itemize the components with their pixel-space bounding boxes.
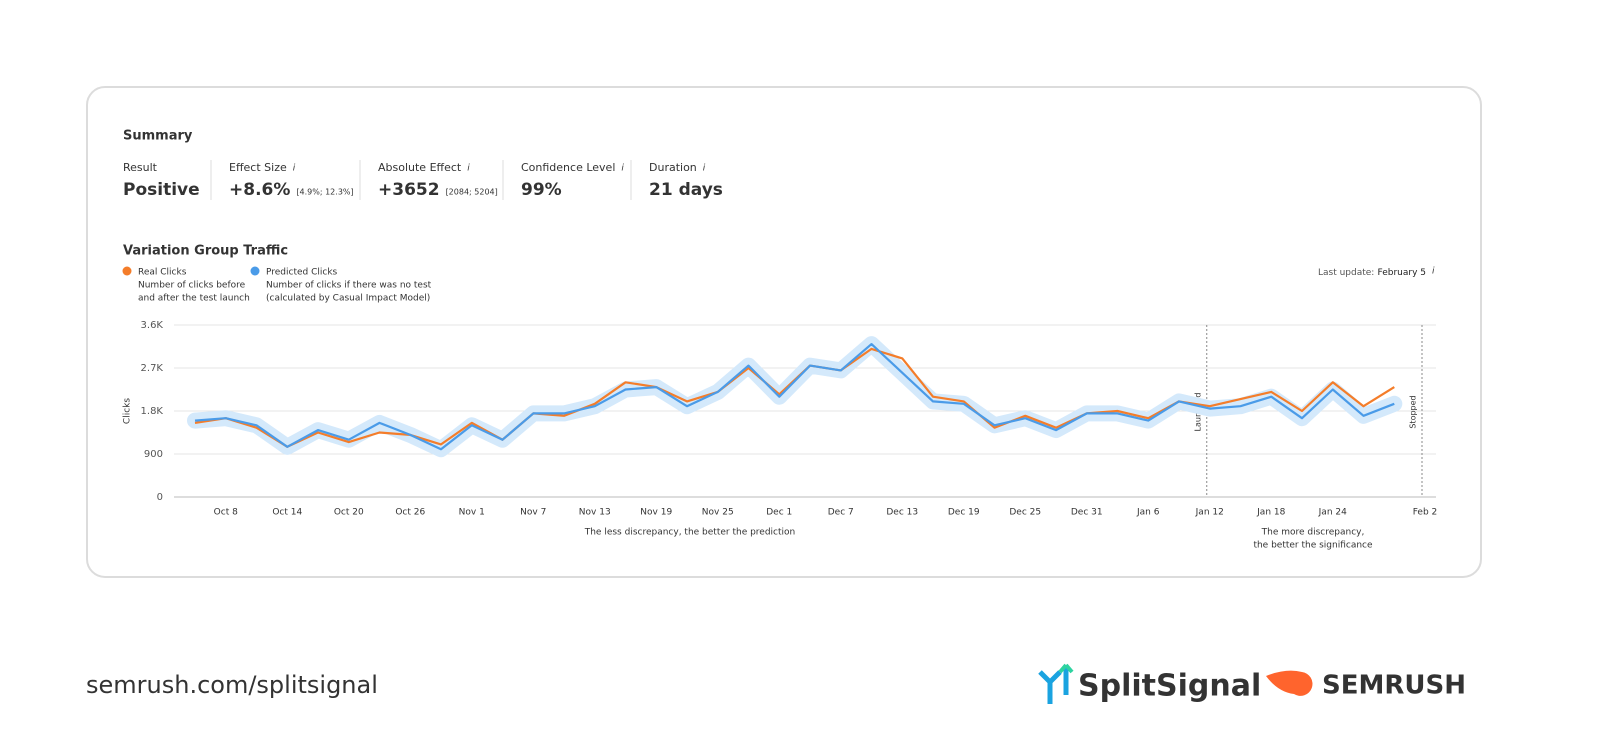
- legend-description: Number of clicks if there was no test: [266, 281, 432, 291]
- x-tick-label: Dec 19: [948, 508, 980, 518]
- legend-description: (calculated by Casual Impact Model): [266, 294, 430, 304]
- legend-dot: [250, 266, 260, 276]
- metric-label: Duration: [649, 161, 697, 174]
- last-update-value: February 5: [1378, 268, 1426, 278]
- metric-label: Effect Size: [229, 161, 287, 174]
- x-tick-label: Nov 1: [459, 508, 485, 518]
- x-tick-label: Feb 2: [1413, 508, 1438, 518]
- info-icon: i: [1432, 267, 1435, 277]
- info-icon: i: [293, 164, 296, 174]
- info-icon: i: [621, 164, 624, 174]
- semrush-logo: [1266, 670, 1313, 696]
- chart-title: Variation Group Traffic: [123, 244, 288, 259]
- event-label: Stopped: [1409, 395, 1418, 428]
- legend-description: and after the test launch: [138, 294, 250, 304]
- legend-name: Predicted Clicks: [266, 268, 338, 278]
- x-tick-label: Dec 13: [886, 508, 918, 518]
- splitsignal-icon: [1038, 665, 1069, 704]
- x-tick-label: Dec 25: [1009, 508, 1041, 518]
- x-tick-label: Jan 18: [1256, 508, 1285, 518]
- metric-value: 21 days: [649, 180, 723, 200]
- x-tick-label: Jan 12: [1195, 508, 1224, 518]
- chart-note: The more discrepancy,: [1261, 528, 1365, 538]
- card: [86, 86, 1482, 578]
- summary-title: Summary: [123, 129, 193, 144]
- legend-description: Number of clicks before: [138, 281, 246, 291]
- x-tick-label: Jan 6: [1136, 508, 1160, 518]
- chart-note: The less discrepancy, the better the pre…: [584, 528, 796, 538]
- metric-value: Positive: [123, 180, 200, 200]
- legend-name: Real Clicks: [138, 268, 187, 278]
- x-tick-label: Nov 19: [640, 508, 672, 518]
- x-tick-label: Dec 1: [766, 508, 792, 518]
- x-tick-label: Jan 24: [1318, 508, 1347, 518]
- legend-dot: [122, 266, 132, 276]
- metric-label: Result: [123, 161, 158, 174]
- chart-note: the better the significance: [1253, 541, 1373, 551]
- x-tick-label: Nov 25: [702, 508, 734, 518]
- y-axis-label: Clicks: [123, 398, 133, 424]
- metric-range: [2084; 5204]: [446, 188, 498, 197]
- x-tick-label: Oct 14: [272, 508, 302, 518]
- metric-label: Confidence Level: [521, 161, 615, 174]
- y-tick-label: 1.8K: [141, 406, 164, 417]
- brand-semrush: SEMRUSH: [1322, 671, 1466, 701]
- footer-url: semrush.com/splitsignal: [86, 671, 378, 699]
- y-tick-label: 3.6K: [141, 320, 164, 331]
- x-tick-label: Dec 7: [828, 508, 854, 518]
- last-update-label: Last update:: [1318, 268, 1374, 278]
- x-tick-label: Oct 8: [214, 508, 238, 518]
- metric-range: [4.9%; 12.3%]: [296, 188, 353, 197]
- info-icon: i: [467, 164, 470, 174]
- info-icon: i: [703, 164, 706, 174]
- y-tick-label: 2.7K: [141, 363, 164, 374]
- splitsignal-arrow: [1058, 663, 1074, 674]
- x-tick-label: Oct 20: [334, 508, 364, 518]
- metric-value: +8.6%: [229, 180, 290, 200]
- metric-value: 99%: [521, 180, 562, 200]
- y-tick-label: 900: [144, 449, 163, 460]
- x-tick-label: Oct 26: [395, 508, 425, 518]
- x-tick-label: Nov 13: [579, 508, 611, 518]
- x-tick-label: Dec 31: [1071, 508, 1103, 518]
- metric-value: +3652: [378, 180, 440, 200]
- series-line: [194, 343, 1395, 451]
- x-tick-label: Nov 7: [520, 508, 546, 518]
- last-update: Last update: February 5: [1318, 267, 1426, 278]
- y-tick-label: 0: [157, 492, 163, 503]
- brand-splitsignal: SplitSignal: [1078, 669, 1261, 704]
- metric-label: Absolute Effect: [378, 161, 462, 174]
